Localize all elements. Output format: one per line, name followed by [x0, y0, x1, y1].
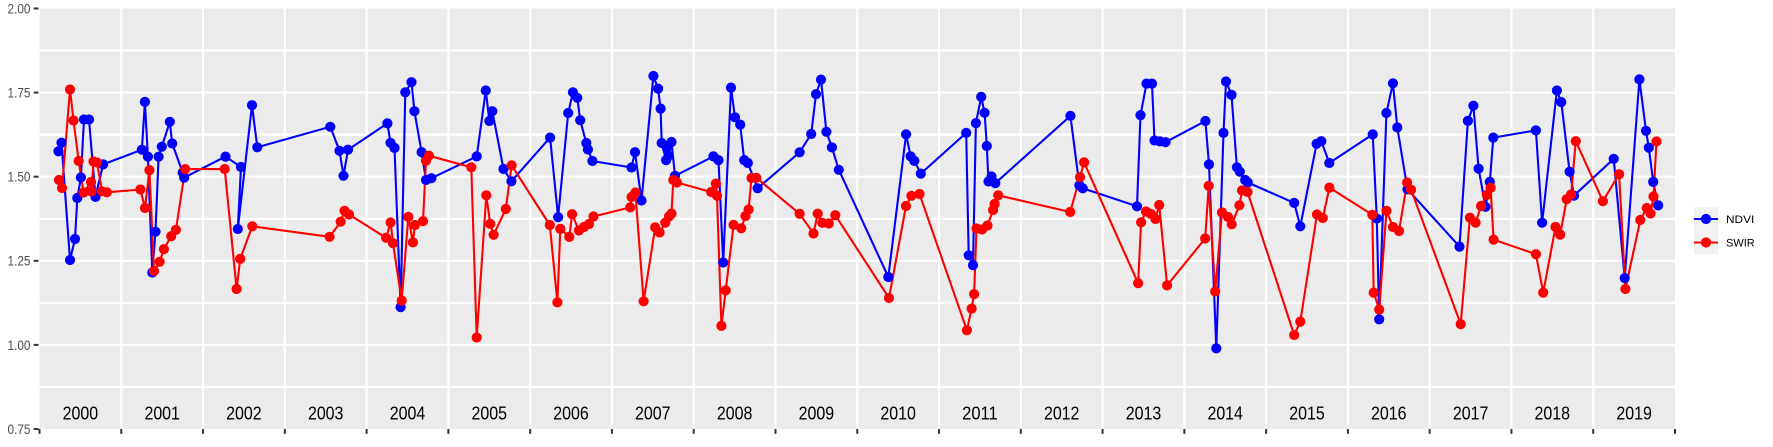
svg-text:1.50: 1.50 [8, 169, 31, 185]
svg-text:2018: 2018 [1535, 404, 1571, 424]
svg-text:1.00: 1.00 [8, 337, 31, 353]
svg-text:1.75: 1.75 [8, 85, 31, 101]
svg-text:2007: 2007 [635, 404, 671, 424]
svg-text:2000: 2000 [63, 404, 99, 424]
svg-text:2011: 2011 [962, 404, 998, 424]
svg-text:2009: 2009 [799, 404, 835, 424]
svg-text:SWIR: SWIR [1726, 238, 1755, 250]
svg-text:2012: 2012 [1044, 404, 1080, 424]
svg-text:2002: 2002 [226, 404, 262, 424]
svg-text:1.25: 1.25 [8, 253, 31, 269]
svg-text:2016: 2016 [1371, 404, 1407, 424]
svg-text:2019: 2019 [1616, 404, 1652, 424]
svg-text:2008: 2008 [717, 404, 753, 424]
svg-text:2006: 2006 [553, 404, 589, 424]
svg-text:2010: 2010 [880, 404, 916, 424]
svg-text:2017: 2017 [1453, 404, 1489, 424]
svg-text:2.00: 2.00 [8, 0, 31, 16]
svg-text:2014: 2014 [1207, 404, 1243, 424]
svg-text:NDVI: NDVI [1726, 214, 1754, 226]
svg-text:2015: 2015 [1289, 404, 1325, 424]
svg-text:2005: 2005 [472, 404, 508, 424]
svg-text:2004: 2004 [390, 404, 426, 424]
svg-text:2001: 2001 [144, 404, 180, 424]
svg-text:0.75: 0.75 [8, 421, 31, 437]
svg-text:2003: 2003 [308, 404, 344, 424]
svg-text:2013: 2013 [1126, 404, 1162, 424]
